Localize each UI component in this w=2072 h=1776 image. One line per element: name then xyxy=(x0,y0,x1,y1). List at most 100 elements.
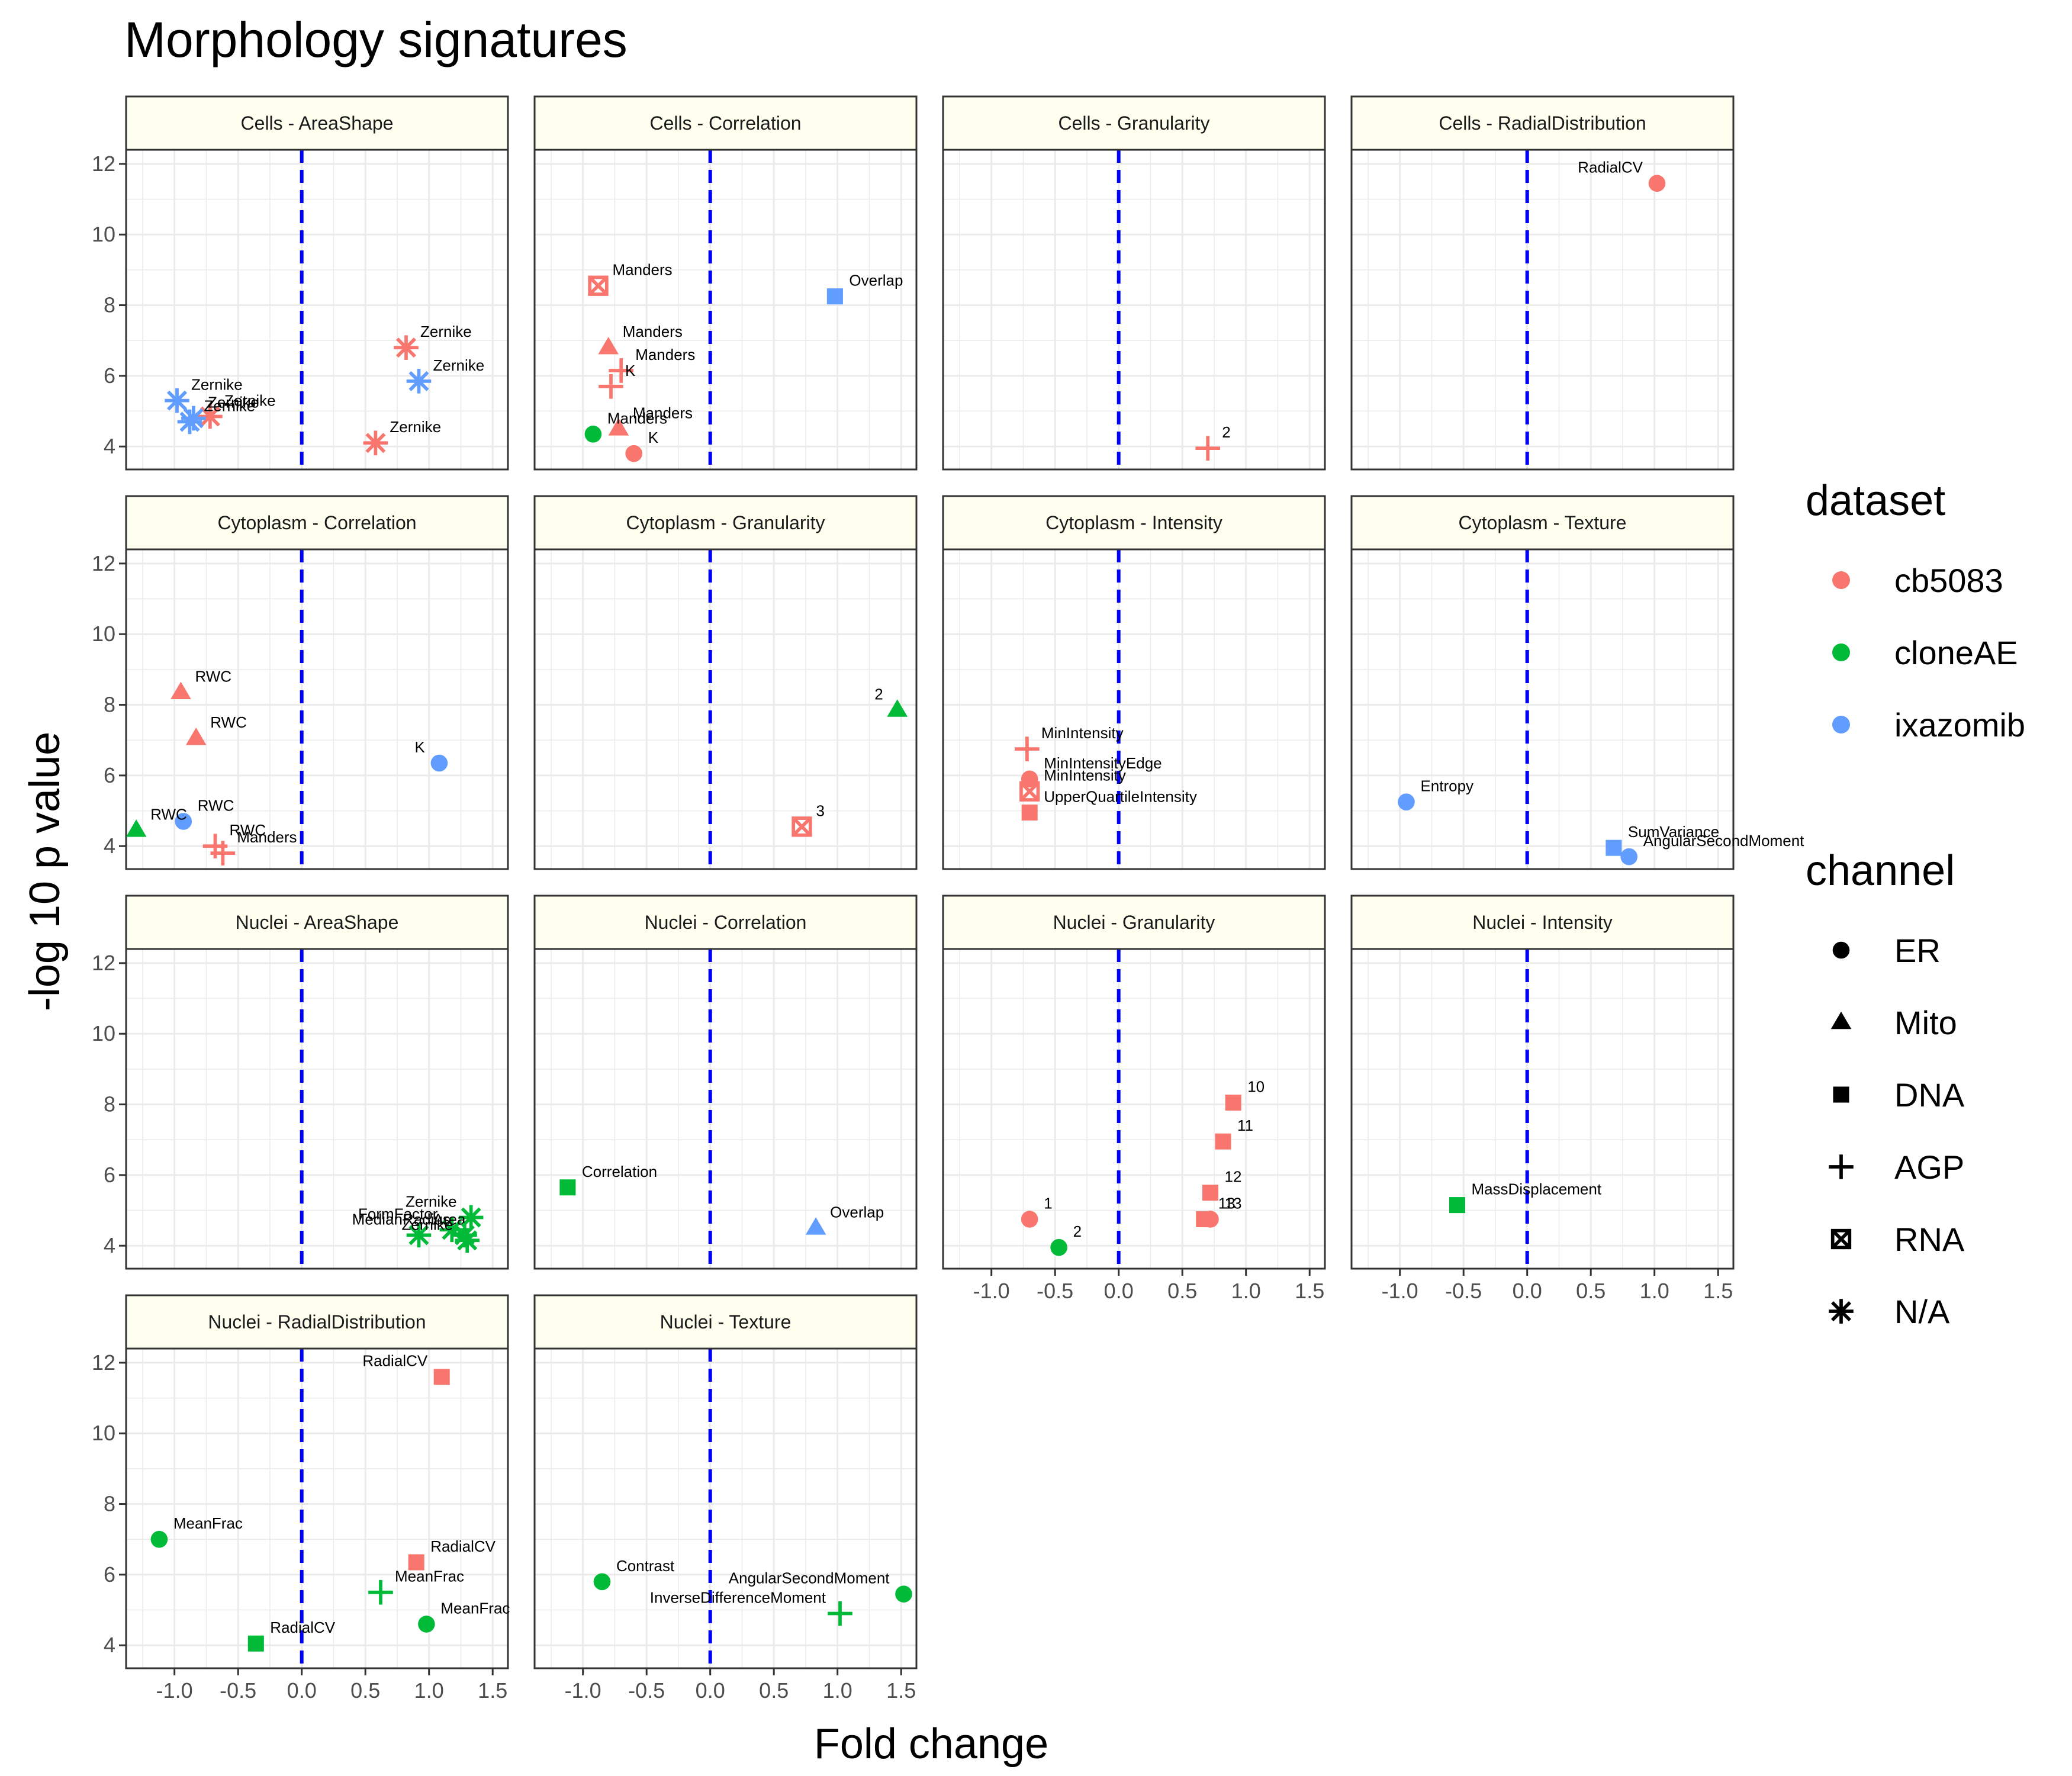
data-point xyxy=(588,275,609,296)
legend-title-channel: channel xyxy=(1806,847,1955,895)
y-tick-label: 6 xyxy=(104,363,115,388)
plot-area xyxy=(943,150,1325,469)
data-point xyxy=(887,699,908,717)
point-label: MeanFrac xyxy=(440,1599,510,1617)
point-label: 2 xyxy=(1073,1222,1082,1240)
legend-key-dataset xyxy=(1832,571,1850,589)
data-point xyxy=(826,288,843,305)
point-label: 11 xyxy=(1237,1117,1253,1134)
facet-strip xyxy=(125,495,509,551)
point-label: RadialCV xyxy=(362,1352,427,1370)
data-point xyxy=(458,1205,484,1230)
x-tick-label: 0.0 xyxy=(696,1678,725,1703)
plot-area xyxy=(126,1349,508,1668)
point-label: Overlap xyxy=(849,272,903,289)
point-label: Zernike xyxy=(433,356,485,374)
legend-label-channel: Mito xyxy=(1894,1004,1957,1041)
plot-area xyxy=(943,549,1325,869)
panel-border xyxy=(1350,149,1735,471)
x-tick-label: 0.0 xyxy=(287,1678,317,1703)
point-label: Zernike xyxy=(390,418,441,436)
data-point xyxy=(608,418,629,436)
point-label: Manders xyxy=(633,404,693,422)
plot-area xyxy=(535,1349,916,1668)
point-label: MinIntensityEdge xyxy=(1044,754,1162,772)
point-label: FormFactor xyxy=(358,1205,438,1222)
point-label: K xyxy=(415,738,426,756)
facet-panel: Cytoplasm - Correlation 4 6 8 10 12 RWC RWC K RWC… xyxy=(92,495,509,870)
data-point xyxy=(1015,736,1040,761)
y-tick-label: 6 xyxy=(104,1163,115,1187)
y-tick-label: 12 xyxy=(92,551,115,575)
data-point xyxy=(1050,1238,1067,1256)
data-point xyxy=(1019,781,1040,802)
y-tick-label: 12 xyxy=(92,951,115,975)
panel-border xyxy=(942,149,1326,471)
facet-strip xyxy=(533,895,918,950)
panel-border xyxy=(125,1347,509,1669)
facet-strip xyxy=(125,1294,509,1350)
facet-panel: Cytoplasm - Granularity 23 xyxy=(533,495,918,870)
point-label: Correlation xyxy=(582,1163,657,1180)
grid xyxy=(943,949,1325,1269)
plot-area xyxy=(535,150,916,469)
plot-area xyxy=(126,549,508,869)
point-label: 3 xyxy=(816,802,825,819)
facet-panel: Cytoplasm - IntensityMinIntensityMinInte… xyxy=(942,495,1326,870)
data-points: 23 xyxy=(792,685,908,837)
x-tick-label: -0.5 xyxy=(1445,1279,1482,1303)
facet-title: Cytoplasm - Granularity xyxy=(626,512,825,533)
grid xyxy=(943,549,1325,869)
data-point xyxy=(1021,1211,1038,1228)
x-tick-label: 0.5 xyxy=(759,1678,789,1703)
grid xyxy=(126,150,508,469)
plot-area xyxy=(1352,150,1733,469)
data-point xyxy=(210,841,236,866)
point-label: MeanFrac xyxy=(395,1568,464,1585)
grid xyxy=(535,949,916,1269)
point-label: RWC xyxy=(195,668,231,686)
data-point xyxy=(1648,175,1666,192)
plot-area xyxy=(535,949,916,1269)
y-tick-label: 12 xyxy=(92,1350,115,1375)
data-point xyxy=(181,406,206,431)
point-label: RadialCV xyxy=(430,1537,496,1555)
facet-panels: Cells - AreaShape4681012ZernikeZernikeZe… xyxy=(92,95,1804,1703)
y-tick-label: 10 xyxy=(92,622,115,646)
data-points: 2 xyxy=(1195,423,1231,461)
grid xyxy=(1352,949,1733,1269)
x-axis-title: Fold change xyxy=(814,1720,1048,1768)
data-point xyxy=(1225,1095,1241,1111)
legend-key-dataset xyxy=(1832,644,1850,661)
facet-title: Cells - RadialDistribution xyxy=(1439,112,1646,134)
data-point xyxy=(1606,839,1622,856)
point-label: Zernike xyxy=(191,376,243,394)
data-point xyxy=(805,1217,826,1235)
point-label: MinIntensity xyxy=(1041,724,1124,742)
facet-title: Cells - Granularity xyxy=(1058,112,1209,134)
data-points: MinIntensityMinIntensityEdgeMinIntensity… xyxy=(1015,724,1197,821)
legend-key-channel xyxy=(1832,941,1850,959)
data-points: ZernikeZernikeZernikeZernikeZernikeZerni… xyxy=(165,323,485,456)
facet-title: Cells - Correlation xyxy=(649,112,801,134)
point-label: Area xyxy=(433,1210,466,1228)
point-label: Manders xyxy=(635,346,695,363)
point-label: Entropy xyxy=(1420,777,1473,795)
x-tick-label: 1.5 xyxy=(478,1678,507,1703)
y-tick-label: 4 xyxy=(104,434,115,458)
point-label: 12 xyxy=(1225,1168,1242,1186)
legend-label-dataset: cloneAE xyxy=(1894,634,2018,671)
grid xyxy=(1352,549,1733,869)
data-point xyxy=(455,1228,480,1253)
x-tick-label: -0.5 xyxy=(1037,1279,1073,1303)
chart-title: Morphology signatures xyxy=(124,12,628,67)
facet-panel: Nuclei - Correlation Correlation Overlap xyxy=(533,895,918,1270)
data-point xyxy=(150,1530,168,1548)
facet-title: Nuclei - Intensity xyxy=(1472,912,1613,933)
y-tick-label: 8 xyxy=(104,293,115,317)
data-point xyxy=(1202,1211,1219,1228)
facet-strip xyxy=(533,95,918,151)
data-point xyxy=(895,1585,912,1603)
panel-border xyxy=(533,548,918,870)
